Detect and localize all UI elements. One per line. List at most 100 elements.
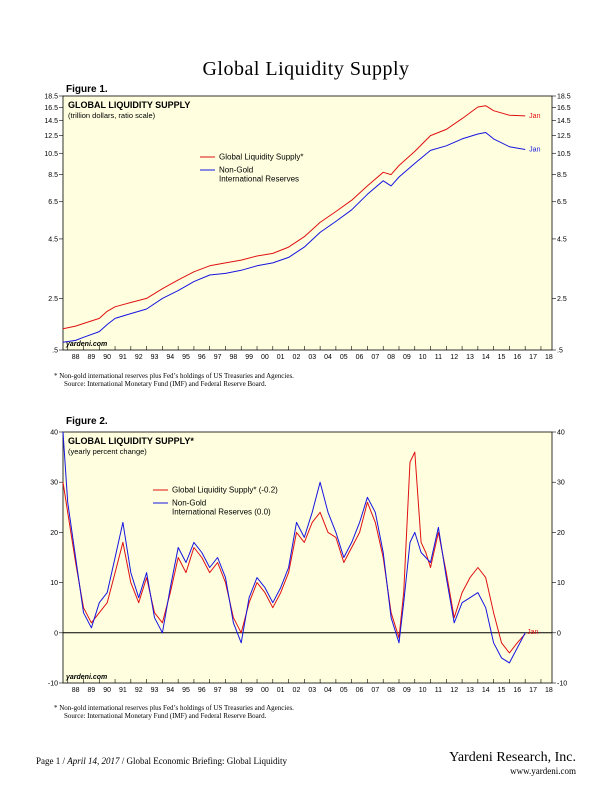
fig2-ytick-label-left: 20 [50,530,58,537]
fig1-xtick-label: 88 [72,354,80,361]
fig2-xtick-label: 13 [466,687,474,694]
fig2-xtick-label: 01 [277,687,285,694]
fig2-ytick-label-right: 30 [557,480,565,487]
fig1-xtick-label: 18 [545,354,553,361]
note-line-1: * Non-gold international reserves plus F… [54,372,294,380]
fig2-chart-subtitle: (yearly percent change) [68,447,147,456]
fig2-chart-title: GLOBAL LIQUIDITY SUPPLY* [68,436,194,446]
fig1-plot-area [62,95,553,351]
fig2-xtick-label: 89 [87,687,95,694]
fig2-xtick-label: 16 [513,687,521,694]
fig1-ytick-label-left: 10.5 [44,151,58,158]
fig2-xtick-label: 08 [387,687,395,694]
footer-sep: / [121,756,125,766]
fig1-ytick-label-left: 14.5 [44,118,58,125]
fig2-ytick-label-left: 40 [50,430,58,437]
fig1-xtick-label: 10 [419,354,427,361]
fig2-xtick-label: 15 [498,687,506,694]
figure-1-label: Figure 1. [66,84,108,95]
fig2-series-non-gold-reserves-line [62,431,526,664]
fig1-legend-label-red: Global Liquidity Supply* [219,153,304,162]
fig2-xtick-label: 88 [72,687,80,694]
fig2-ytick-label-right: 20 [557,530,565,537]
fig2-xtick-label: 92 [135,687,143,694]
fig1-chart-subtitle: (trillion dollars, ratio scale) [68,111,156,120]
fig2-xtick-label: 98 [229,687,237,694]
fig2-xtick-label: 07 [371,687,379,694]
fig2-ytick-label-left: 0 [54,630,58,637]
fig1-ytick-label-right: 14.5 [557,118,571,125]
fig2-xtick-label: 09 [403,687,411,694]
fig1-xtick-label: 17 [529,354,537,361]
fig2-xtick-label: 94 [166,687,174,694]
fig2-xtick-label: 14 [482,687,490,694]
fig2-series-global-liquidity-line [62,451,526,654]
fig2-plot-area [62,431,553,684]
fig2-xtick-label: 05 [340,687,348,694]
fig1-ytick-label-right: 12.5 [557,133,571,140]
fig1-xtick-label: 13 [466,354,474,361]
fig2-xtick-label: 12 [450,687,458,694]
fig2-ytick-label-right: 10 [557,580,565,587]
fig1-xtick-label: 01 [277,354,285,361]
fig1-xtick-label: 04 [324,354,332,361]
fig2-xtick-label: 90 [103,687,111,694]
fig1-xtick-label: 03 [308,354,316,361]
fig1-xtick-label: 95 [182,354,190,361]
figure-2-note: * Non-gold international reserves plus F… [54,704,294,720]
footer-right: Yardeni Research, Inc. www.yardeni.com [449,750,576,776]
fig2-ytick-label-left: 30 [50,480,58,487]
fig1-xtick-label: 16 [513,354,521,361]
fig1-xtick-label: 96 [198,354,206,361]
fig2-xtick-label: 18 [545,687,553,694]
fig1-ytick-label-left: 6.5 [48,199,58,206]
fig1-ytick-label-right: 2.5 [557,296,567,303]
fig1-watermark: yardeni.com [65,341,107,348]
fig2-xtick-label: 03 [308,687,316,694]
fig1-xtick-label: 98 [229,354,237,361]
fig1-xtick-label: 92 [135,354,143,361]
fig1-end-label-blue: Jan [529,146,540,153]
fig1-xtick-label: 91 [119,354,127,361]
footer-report: Global Economic Briefing: Global Liquidi… [126,756,288,766]
fig2-end-label-red: Jan [527,629,538,636]
fig1-legend-label-blue-2: International Reserves [219,175,299,184]
fig1-xtick-label: 07 [371,354,379,361]
fig1-xtick-label: 89 [87,354,95,361]
fig2-watermark: yardeni.com [65,674,107,681]
fig1-xtick-label: 00 [261,354,269,361]
fig1-ytick-label-right: 18.5 [557,94,571,101]
fig1-xtick-label: 94 [166,354,174,361]
footer-firm: Yardeni Research, Inc. [449,750,576,765]
fig1-xtick-label: 06 [356,354,364,361]
fig1-ytick-label-left: 4.5 [48,236,58,243]
fig2-xtick-label: 96 [198,687,206,694]
fig2-xtick-label: 10 [419,687,427,694]
fig1-xtick-label: 14 [482,354,490,361]
fig1-ytick-label-left: 2.5 [48,296,58,303]
fig1-series-non-gold-reserves-line [62,132,526,343]
note-line-2: Source: International Monetary Fund (IMF… [64,712,267,720]
footer-date: April 14, 2017 [67,756,120,766]
fig1-ytick-label-right: 10.5 [557,151,571,158]
fig2-ytick-label-right: 0 [557,630,561,637]
fig1-xtick-label: 11 [435,354,442,361]
fig1-xtick-label: 05 [340,354,348,361]
fig1-ytick-label-left: 16.5 [44,105,58,112]
fig1-xtick-label: 02 [293,354,301,361]
fig1-legend-label-blue-1: Non-Gold [219,166,253,175]
fig2-ytick-label-right: 40 [557,430,565,437]
fig2-ytick-label-left: -10 [48,681,58,688]
fig1-ytick-label-right: 6.5 [557,199,567,206]
fig1-ytick-label-left: 18.5 [44,94,58,101]
fig2-xtick-label: 11 [435,687,442,694]
fig1-xtick-label: 90 [103,354,111,361]
fig1-end-label-red: Jan [529,113,540,120]
fig2-ytick-label-right: -10 [557,681,567,688]
fig2-xtick-label: 04 [324,687,332,694]
fig2-legend-label-red: Global Liquidity Supply* (-0.2) [172,486,278,495]
fig1-ytick-label-right: .5 [557,348,563,355]
fig1-ytick-label-left: 12.5 [44,133,58,140]
fig2-xtick-label: 17 [529,687,537,694]
